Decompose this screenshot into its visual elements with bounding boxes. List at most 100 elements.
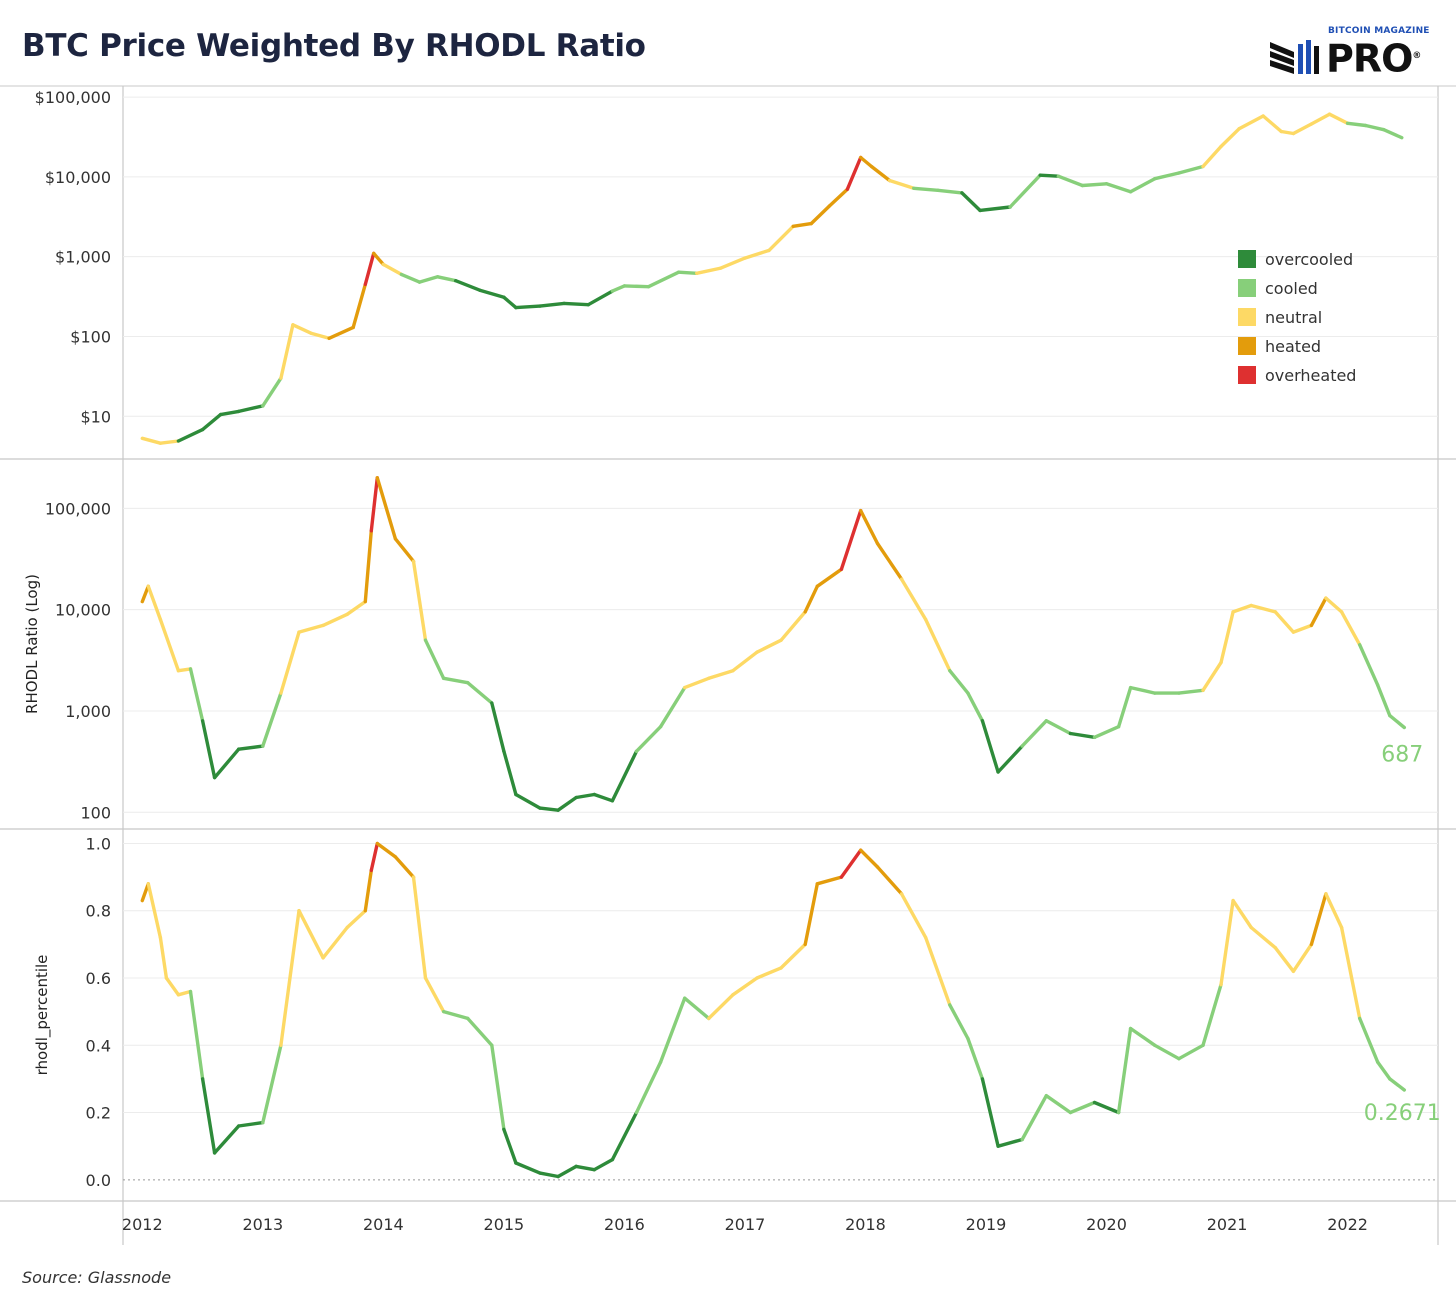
- percentile-segment: [279, 909, 301, 1048]
- price-segment: [1056, 174, 1085, 188]
- percentile-segment: [146, 882, 163, 940]
- price-segment: [291, 323, 313, 335]
- price-segment: [936, 188, 964, 195]
- rhodl-segment: [1116, 685, 1133, 729]
- percentile-segment: [839, 848, 863, 879]
- percentile-segment: [176, 989, 193, 997]
- rhodl-segment: [188, 667, 205, 723]
- source-note: Source: Glassnode: [22, 1268, 172, 1287]
- percentile-segment: [707, 993, 735, 1021]
- price-segment: [478, 288, 506, 299]
- price-segment: [1261, 114, 1284, 134]
- rhodl-segment: [1273, 610, 1296, 634]
- price-segment: [1327, 112, 1350, 126]
- legend-swatch-cooled: [1238, 279, 1256, 297]
- price-segment: [622, 284, 651, 289]
- price-segment: [586, 289, 615, 307]
- percentile-segment: [1116, 1026, 1133, 1115]
- x-tick-label: 2012: [122, 1215, 163, 1234]
- price-segment: [279, 323, 295, 380]
- price-segment: [351, 282, 367, 330]
- percentile-segment: [875, 865, 904, 896]
- rhodl-segment: [514, 792, 542, 810]
- price-segment: [677, 270, 699, 275]
- percentile-segment: [1020, 1093, 1049, 1142]
- percentile-segment: [859, 848, 880, 869]
- legend-label-heated: heated: [1265, 337, 1321, 356]
- y-tick-label: 0.0: [86, 1171, 111, 1190]
- rhodl-segment: [1044, 719, 1073, 736]
- price-segment: [610, 284, 627, 293]
- logo-mark-icon: [1270, 40, 1319, 74]
- percentile-segment: [1375, 1060, 1392, 1081]
- percentile-segment: [411, 875, 428, 980]
- rhodl-segment: [803, 584, 819, 614]
- rhodl-segment: [1291, 623, 1314, 634]
- rhodl-segment: [966, 691, 985, 723]
- percentile-segment: [393, 855, 416, 879]
- legend-swatch-heated: [1238, 337, 1256, 355]
- price-segment: [1104, 182, 1133, 194]
- rhodl-segment: [158, 617, 181, 673]
- price-segment: [978, 205, 1012, 213]
- chart-frame: [0, 85, 1456, 1245]
- percentile-segment: [158, 935, 169, 980]
- rhodl-segment: [996, 744, 1024, 774]
- rhodl-segment: [393, 537, 416, 563]
- percentile-segment: [423, 976, 446, 1014]
- price-segment: [140, 436, 163, 445]
- x-tick-label: 2016: [604, 1215, 645, 1234]
- x-tick-label: 2018: [845, 1215, 886, 1234]
- price-segment: [218, 409, 241, 417]
- price-segment: [435, 275, 458, 283]
- rhodl-segment: [1020, 719, 1049, 748]
- percentile-segment: [1273, 946, 1296, 973]
- logo-top-text: BITCOIN MAGAZINE: [1328, 26, 1430, 36]
- percentile-segment: [683, 996, 711, 1021]
- price-segment: [399, 272, 422, 284]
- y-tick-label: $100,000: [35, 88, 111, 107]
- price-segment: [1279, 129, 1296, 136]
- percentile-segment: [212, 1124, 241, 1155]
- percentile-segment: [1231, 898, 1253, 930]
- y-axis-title: RHODL Ratio (Log): [23, 574, 41, 714]
- percentile-segment: [980, 1077, 1000, 1148]
- rhodl-segment: [140, 584, 151, 604]
- price-segment: [869, 164, 892, 183]
- price-segment: [743, 248, 771, 260]
- price-segment: [719, 256, 747, 270]
- rhodl-segment: [490, 701, 506, 753]
- price-segment: [417, 275, 440, 284]
- percentile-segment: [261, 1043, 283, 1125]
- x-tick-label: 2014: [363, 1215, 404, 1234]
- chart-title: BTC Price Weighted By RHODL Ratio: [22, 28, 646, 64]
- rhodl-segment: [574, 792, 596, 800]
- rhodl-segment: [321, 612, 349, 628]
- series-layer: [140, 112, 1407, 1179]
- percentile-segment: [1219, 898, 1235, 987]
- y-tick-label: 1.0: [86, 834, 111, 853]
- x-tick-label: 2017: [725, 1215, 766, 1234]
- price-segment: [372, 251, 385, 267]
- percentile-series: [140, 841, 1407, 1179]
- rhodl-segment: [1231, 603, 1253, 614]
- percentile-end-label: 0.2671: [1364, 1101, 1441, 1126]
- y-tick-label: $10,000: [45, 168, 111, 187]
- percentile-segment: [200, 1077, 217, 1155]
- price-segment: [236, 404, 265, 414]
- rhodl-segment: [875, 541, 904, 581]
- percentile-segment: [803, 882, 819, 947]
- y-tick-label: 1,000: [65, 702, 111, 721]
- rhodl-segment: [1177, 688, 1205, 695]
- price-segment: [791, 221, 813, 229]
- rhodl-segment: [1201, 660, 1223, 692]
- rhodl-segment: [779, 610, 807, 642]
- rhodl-segment: [815, 567, 844, 588]
- price-segment: [1038, 173, 1061, 178]
- rhodl-segment: [634, 725, 663, 753]
- percentile-segment: [658, 996, 687, 1064]
- rhodl-segment: [707, 669, 735, 680]
- price-segment: [502, 295, 518, 310]
- percentile-segment: [1291, 942, 1314, 973]
- rhodl-segment: [755, 638, 783, 654]
